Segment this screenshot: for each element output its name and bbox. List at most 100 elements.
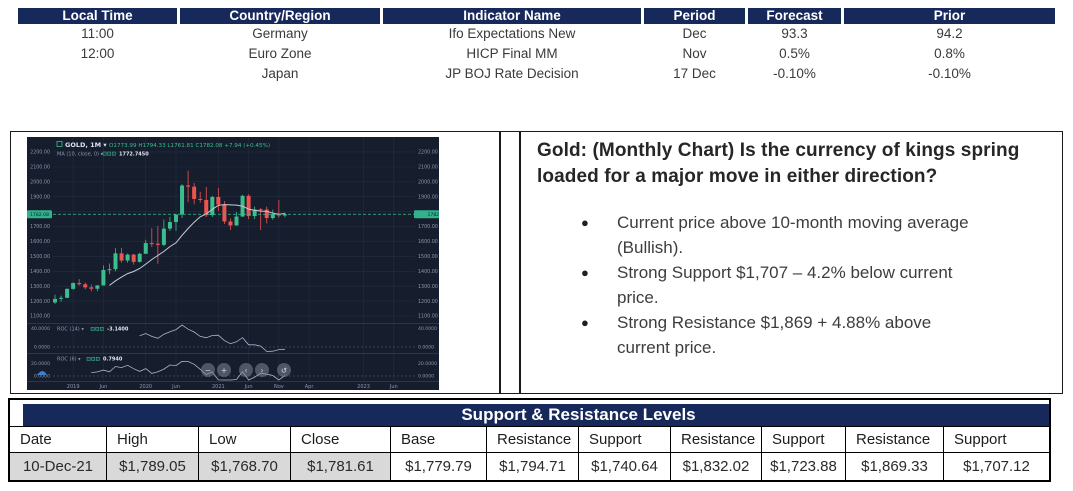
svg-text:1700.00: 1700.00 <box>30 224 50 230</box>
sr-header-cell: Support <box>762 426 846 453</box>
economic-calendar-table: Local Time Country/Region Indicator Name Pe… <box>18 8 1055 84</box>
calendar-row: 12:00 Euro Zone HICP Final MM Nov 0.5% 0.8% <box>18 44 1055 64</box>
svg-text:↺: ↺ <box>281 366 287 375</box>
calendar-cell: -0.10% <box>844 64 1055 84</box>
svg-text:40.0000: 40.0000 <box>31 326 50 332</box>
calendar-header-cell: Local Time <box>18 8 177 24</box>
analysis-bullet: Strong Support $1,707 – 4.2% below curre… <box>581 260 970 310</box>
svg-text:Jun: Jun <box>244 384 253 390</box>
svg-text:1600.00: 1600.00 <box>30 239 50 245</box>
calendar-cell: JP BOJ Rate Decision <box>383 64 641 84</box>
svg-text:0.7940: 0.7940 <box>103 357 123 363</box>
panel-divider <box>499 132 501 393</box>
svg-text:1782.08: 1782.08 <box>428 212 440 218</box>
calendar-cell: Nov <box>644 44 745 64</box>
sr-header-cell: Support <box>579 426 671 453</box>
support-resistance-table: Support & Resistance Levels Date High Low C… <box>8 398 1051 482</box>
sr-data-cell: $1,832.02 <box>671 453 762 480</box>
economic-calendar-body: 11:00 Germany Ifo Expectations New Dec 93.3 9… <box>18 24 1055 84</box>
svg-text:2100.00: 2100.00 <box>30 165 50 171</box>
analysis-bullet: Current price above 10-month moving aver… <box>581 210 970 260</box>
sr-data-cell: $1,740.64 <box>579 453 671 480</box>
svg-text:40.0000: 40.0000 <box>418 326 437 332</box>
calendar-cell: Japan <box>180 64 380 84</box>
chart-nav-buttons[interactable]: − + ‹ › ↺ <box>201 363 291 377</box>
svg-text:+: + <box>221 366 227 375</box>
calendar-cell: 93.3 <box>748 24 841 44</box>
svg-text:0.0000: 0.0000 <box>418 345 434 351</box>
svg-text:1200.00: 1200.00 <box>418 299 438 305</box>
analysis-title: Gold: (Monthly Chart) Is the currency of… <box>537 140 1020 187</box>
svg-text:1300.00: 1300.00 <box>418 284 438 290</box>
panel-divider <box>519 132 521 393</box>
calendar-row: 11:00 Germany Ifo Expectations New Dec 93.3 9… <box>18 24 1055 44</box>
svg-text:1300.00: 1300.00 <box>30 284 50 290</box>
gold-chart-svg: 1782.08 1782.08 2200.00 2200.00 2100.00 2100.… <box>27 137 447 390</box>
support-resistance-header-row: Date High Low Close Base Resistance Support Res… <box>10 426 1049 453</box>
support-resistance-title: Support & Resistance Levels <box>23 404 1049 426</box>
sr-header-cell: Base <box>391 426 487 453</box>
sr-data-cell: $1,723.88 <box>762 453 846 480</box>
svg-text:1500.00: 1500.00 <box>418 254 438 260</box>
svg-text:1100.00: 1100.00 <box>418 314 438 320</box>
svg-text:Nov: Nov <box>274 384 284 390</box>
sr-data-cell: $1,768.70 <box>199 453 291 480</box>
svg-text:2200.00: 2200.00 <box>30 150 50 156</box>
gold-monthly-chart: 1782.08 1782.08 2200.00 2200.00 2100.00 2100.… <box>27 137 447 390</box>
svg-text:1900.00: 1900.00 <box>30 194 50 200</box>
calendar-cell: 0.8% <box>844 44 1055 64</box>
svg-text:0.0000: 0.0000 <box>34 374 50 380</box>
calendar-cell: Dec <box>644 24 745 44</box>
svg-text:Jun: Jun <box>171 384 180 390</box>
calendar-header-cell: Prior <box>844 8 1055 24</box>
sr-header-cell: Support <box>944 426 1049 453</box>
sr-data-cell: $1,779.79 <box>391 453 487 480</box>
svg-text:ROC (14) ▾: ROC (14) ▾ <box>57 327 84 333</box>
svg-text:Jun: Jun <box>389 384 398 390</box>
svg-text:1600.00: 1600.00 <box>418 239 438 245</box>
svg-text:−: − <box>205 366 211 375</box>
sr-data-cell: $1,869.33 <box>846 453 944 480</box>
svg-text:2019: 2019 <box>67 384 80 390</box>
svg-text:1900.00: 1900.00 <box>418 194 438 200</box>
svg-text:‹: ‹ <box>245 366 248 375</box>
svg-text:Apr: Apr <box>305 384 315 390</box>
svg-text:1400.00: 1400.00 <box>418 269 438 275</box>
svg-text:1700.00: 1700.00 <box>418 224 438 230</box>
svg-text:2021: 2021 <box>212 384 225 390</box>
sr-data-cell: $1,781.61 <box>291 453 391 480</box>
sr-header-cell: Resistance <box>846 426 944 453</box>
svg-text:2023: 2023 <box>357 384 370 390</box>
sr-header-cell: Low <box>199 426 291 453</box>
calendar-header-cell: Period <box>644 8 745 24</box>
svg-text:MA (10, close, 0) ▾: MA (10, close, 0) ▾ <box>57 152 104 158</box>
economic-calendar-header-row: Local Time Country/Region Indicator Name Pe… <box>18 8 1055 24</box>
calendar-cell: 11:00 <box>18 24 177 44</box>
calendar-cell: 12:00 <box>18 44 177 64</box>
sr-data-cell: $1,707.12 <box>944 453 1049 480</box>
calendar-cell: Ifo Expectations New <box>383 24 641 44</box>
svg-text:2020: 2020 <box>139 384 152 390</box>
svg-text:0.0000: 0.0000 <box>34 345 50 351</box>
calendar-row: Japan JP BOJ Rate Decision 17 Dec -0.10% -0.… <box>18 64 1055 84</box>
sr-header-cell: Close <box>291 426 391 453</box>
svg-text:2100.00: 2100.00 <box>418 165 438 171</box>
svg-text:20.0000: 20.0000 <box>31 361 50 367</box>
sr-data-cell: 10-Dec-21 <box>10 453 107 480</box>
svg-text:0.0000: 0.0000 <box>418 374 434 380</box>
calendar-header-cell: Indicator Name <box>383 8 641 24</box>
svg-text:›: › <box>261 366 264 375</box>
svg-text:2200.00: 2200.00 <box>418 150 438 156</box>
calendar-header-cell: Forecast <box>748 8 841 24</box>
sr-data-cell: $1,789.05 <box>107 453 199 480</box>
svg-text:O1773.99 H1794.33 L1761.81: O1773.99 H1794.33 L1761.81 C1782.08 +7.9… <box>109 143 270 149</box>
svg-text:2000.00: 2000.00 <box>418 179 438 185</box>
calendar-cell: -0.10% <box>748 64 841 84</box>
svg-text:1200.00: 1200.00 <box>30 299 50 305</box>
svg-text:1782.08: 1782.08 <box>30 212 49 218</box>
svg-text:-3.1400: -3.1400 <box>107 327 129 333</box>
calendar-cell: Germany <box>180 24 380 44</box>
sr-data-cell: $1,794.71 <box>487 453 579 480</box>
analysis-text-block: Gold: (Monthly Chart) Is the currency of… <box>523 132 1062 393</box>
cloud-icon[interactable]: ☁ <box>36 365 47 378</box>
